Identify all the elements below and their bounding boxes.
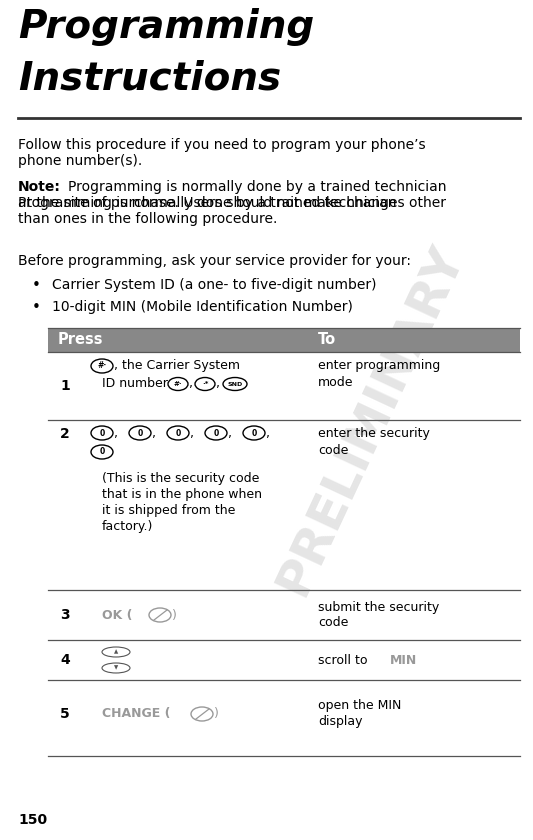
Text: enter programming: enter programming [318,360,440,372]
Text: 3: 3 [60,608,70,622]
Text: Instructions: Instructions [18,60,281,98]
Text: 0: 0 [175,428,181,438]
Ellipse shape [102,647,130,657]
Text: OK (: OK ( [102,608,133,622]
Text: 4: 4 [60,653,70,667]
Text: 2: 2 [60,427,70,441]
Text: display: display [318,716,362,728]
Ellipse shape [205,426,227,440]
Text: To: To [318,333,336,348]
Text: •: • [32,278,41,293]
Text: Press: Press [58,333,103,348]
Text: mode: mode [318,375,353,388]
Text: ,: , [266,427,270,439]
Text: at the site of purchase. Users should not make changes other: at the site of purchase. Users should no… [18,196,446,210]
Text: ,: , [216,377,220,391]
Text: open the MIN: open the MIN [318,700,401,712]
Text: 0: 0 [99,448,104,456]
Text: ): ) [172,608,177,622]
Text: PRELIMINARY: PRELIMINARY [268,238,472,602]
Text: code: code [318,444,349,456]
Text: it is shipped from the: it is shipped from the [102,504,236,517]
Ellipse shape [91,426,113,440]
Text: (This is the security code: (This is the security code [102,472,260,485]
Text: ,: , [228,427,232,439]
Text: ): ) [214,707,219,721]
Text: Carrier System ID (a one- to five-digit number): Carrier System ID (a one- to five-digit … [52,278,376,292]
Text: 0: 0 [99,428,104,438]
Ellipse shape [191,707,213,721]
Text: CHANGE (: CHANGE ( [102,707,171,721]
Text: submit the security: submit the security [318,601,439,613]
Ellipse shape [91,359,113,373]
Text: factory.): factory.) [102,520,154,533]
Text: #·: #· [174,381,182,387]
Text: enter the security: enter the security [318,428,430,440]
Text: ▲: ▲ [114,649,118,654]
Text: ,: , [189,377,193,391]
Ellipse shape [168,377,188,391]
Text: than ones in the following procedure.: than ones in the following procedure. [18,212,277,226]
Text: ,: , [114,427,118,439]
Text: #·: #· [98,361,107,370]
Text: Follow this procedure if you need to program your phone’s: Follow this procedure if you need to pro… [18,138,426,152]
Text: , the Carrier System: , the Carrier System [114,360,240,372]
Text: Before programming, ask your service provider for your:: Before programming, ask your service pro… [18,254,411,268]
Text: ,: , [190,427,194,439]
Text: Note:: Note: [18,180,61,194]
Text: 5: 5 [60,707,70,721]
Ellipse shape [91,445,113,459]
Text: Programming is normally done by a trained technician: Programming is normally done by a traine… [68,180,447,194]
Ellipse shape [243,426,265,440]
Ellipse shape [167,426,189,440]
Text: ID number,: ID number, [102,377,176,391]
Text: phone number(s).: phone number(s). [18,154,142,168]
Text: 150: 150 [18,813,47,827]
Text: 10-digit MIN (Mobile Identification Number): 10-digit MIN (Mobile Identification Numb… [52,300,353,314]
Text: •: • [32,300,41,315]
Text: scroll to: scroll to [318,654,372,666]
Ellipse shape [149,608,171,622]
Text: 0: 0 [213,428,219,438]
Ellipse shape [223,377,247,391]
Ellipse shape [102,663,130,673]
Text: ▼: ▼ [114,665,118,670]
Bar [48,328,520,352]
Text: MIN: MIN [390,654,417,666]
Text: Programming is normally done by a trained technician: Programming is normally done by a traine… [18,196,397,210]
Text: 0: 0 [138,428,143,438]
Text: Programming: Programming [18,8,314,46]
Text: 1: 1 [60,379,70,393]
Text: SND: SND [228,381,243,386]
Ellipse shape [129,426,151,440]
Text: ,: , [152,427,156,439]
Text: 0: 0 [252,428,256,438]
Text: code: code [318,617,349,629]
Text: ·*: ·* [202,381,208,387]
Ellipse shape [195,377,215,391]
Text: that is in the phone when: that is in the phone when [102,488,262,501]
